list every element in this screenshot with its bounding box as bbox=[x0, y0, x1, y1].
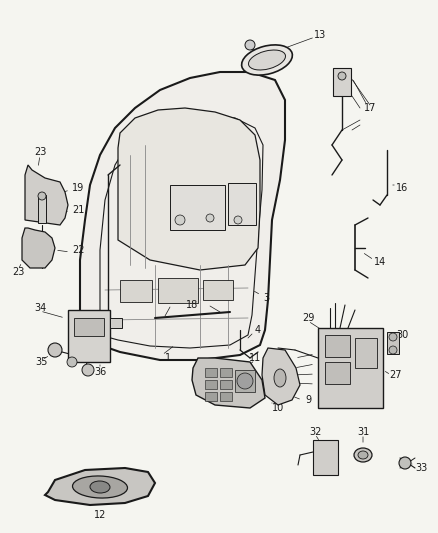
Bar bbox=[203, 280, 233, 300]
Text: 16: 16 bbox=[396, 183, 408, 193]
Text: 33: 33 bbox=[415, 463, 427, 473]
Text: 34: 34 bbox=[34, 303, 46, 313]
Bar bbox=[228, 183, 256, 225]
Circle shape bbox=[38, 192, 46, 200]
Text: 18: 18 bbox=[186, 300, 198, 310]
Polygon shape bbox=[25, 165, 68, 225]
Text: 10: 10 bbox=[272, 403, 284, 413]
Polygon shape bbox=[262, 348, 300, 405]
Bar bbox=[110, 318, 122, 328]
Circle shape bbox=[48, 343, 62, 357]
Text: 19: 19 bbox=[72, 183, 84, 193]
Bar bbox=[325, 362, 350, 384]
Text: 30: 30 bbox=[396, 330, 408, 340]
Bar bbox=[158, 278, 198, 303]
Circle shape bbox=[82, 364, 94, 376]
Bar bbox=[38, 195, 46, 223]
Circle shape bbox=[175, 215, 185, 225]
Bar bbox=[74, 318, 104, 336]
Bar bbox=[120, 280, 152, 302]
Text: 7: 7 bbox=[318, 368, 324, 378]
Circle shape bbox=[67, 357, 77, 367]
Text: 32: 32 bbox=[309, 427, 321, 437]
Text: 3: 3 bbox=[263, 293, 269, 303]
Text: 29: 29 bbox=[302, 313, 314, 323]
Ellipse shape bbox=[242, 45, 293, 75]
Circle shape bbox=[399, 457, 411, 469]
Ellipse shape bbox=[248, 50, 286, 70]
Bar bbox=[68, 310, 110, 362]
Circle shape bbox=[389, 346, 397, 354]
Text: 6: 6 bbox=[318, 358, 324, 368]
Bar bbox=[355, 338, 377, 368]
Bar bbox=[170, 185, 225, 230]
Text: 13: 13 bbox=[314, 30, 326, 40]
Bar bbox=[325, 335, 350, 357]
Text: 27: 27 bbox=[389, 370, 401, 380]
Text: 22: 22 bbox=[72, 245, 85, 255]
Text: 23: 23 bbox=[12, 267, 24, 277]
Bar bbox=[318, 328, 383, 408]
Circle shape bbox=[338, 72, 346, 80]
Text: 11: 11 bbox=[249, 353, 261, 363]
Bar bbox=[235, 370, 255, 392]
Bar bbox=[220, 368, 232, 377]
Ellipse shape bbox=[274, 369, 286, 387]
Circle shape bbox=[389, 333, 397, 341]
Bar bbox=[205, 392, 217, 401]
Ellipse shape bbox=[358, 451, 368, 459]
Text: 12: 12 bbox=[94, 510, 106, 520]
Circle shape bbox=[237, 373, 253, 389]
Bar bbox=[313, 440, 338, 475]
Circle shape bbox=[245, 40, 255, 50]
Bar bbox=[205, 380, 217, 389]
Ellipse shape bbox=[73, 476, 127, 498]
Text: 17: 17 bbox=[364, 103, 376, 113]
Bar bbox=[205, 368, 217, 377]
Text: 1: 1 bbox=[165, 353, 171, 363]
Text: 35: 35 bbox=[36, 357, 48, 367]
Text: 23: 23 bbox=[34, 147, 46, 157]
Bar bbox=[387, 332, 399, 354]
Circle shape bbox=[206, 214, 214, 222]
Text: 31: 31 bbox=[357, 427, 369, 437]
Text: 5: 5 bbox=[318, 348, 324, 358]
Polygon shape bbox=[118, 108, 260, 270]
Circle shape bbox=[234, 216, 242, 224]
Ellipse shape bbox=[90, 481, 110, 493]
Text: 36: 36 bbox=[94, 367, 106, 377]
Text: 8: 8 bbox=[318, 378, 324, 388]
Text: 4: 4 bbox=[255, 325, 261, 335]
Text: 14: 14 bbox=[374, 257, 386, 267]
Bar bbox=[220, 392, 232, 401]
Text: 9: 9 bbox=[305, 395, 311, 405]
Text: 21: 21 bbox=[72, 205, 85, 215]
Polygon shape bbox=[192, 358, 265, 408]
Ellipse shape bbox=[354, 448, 372, 462]
Polygon shape bbox=[45, 468, 155, 505]
Bar bbox=[333, 68, 351, 96]
Bar bbox=[220, 380, 232, 389]
Polygon shape bbox=[80, 72, 285, 360]
Polygon shape bbox=[22, 228, 55, 268]
